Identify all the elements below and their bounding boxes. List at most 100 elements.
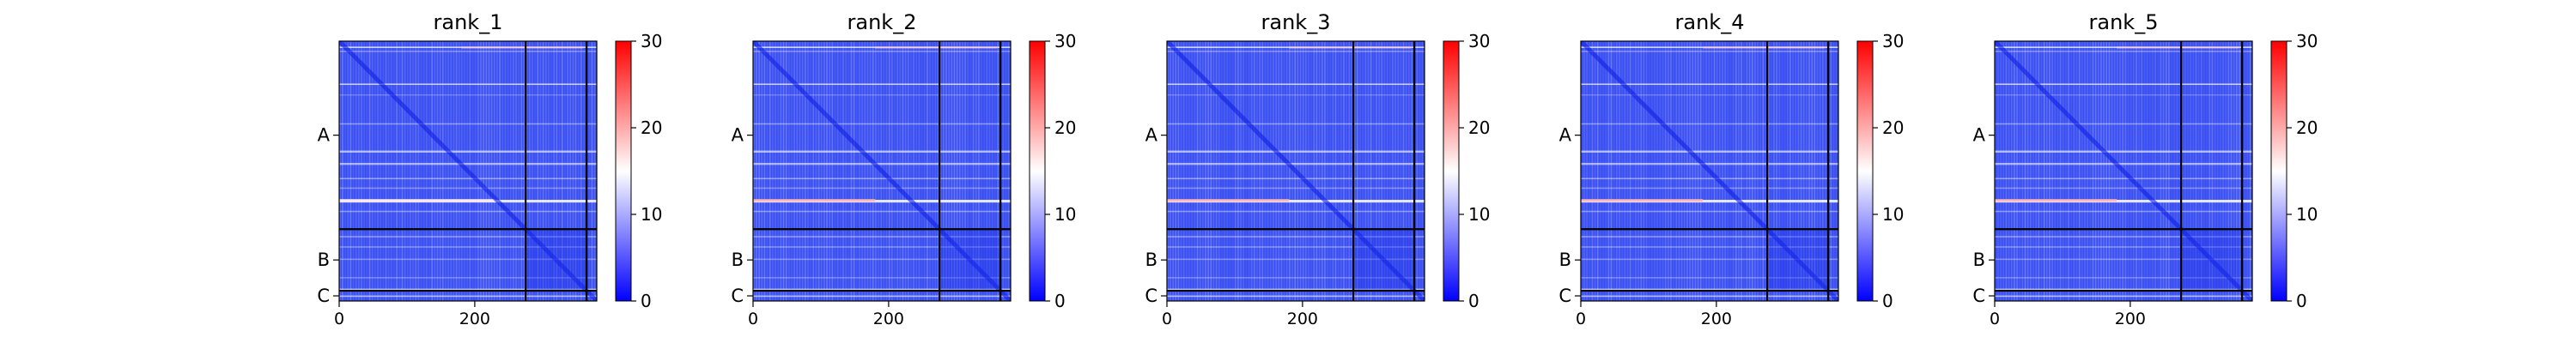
row-band xyxy=(1581,277,1838,279)
row-band xyxy=(339,258,597,261)
row-band xyxy=(339,295,597,298)
column-streak xyxy=(2087,41,2088,301)
column-streak xyxy=(431,41,433,301)
row-band xyxy=(753,246,1011,248)
column-streak xyxy=(763,41,766,301)
column-streak xyxy=(534,41,536,301)
column-streak xyxy=(1621,41,1623,301)
column-streak xyxy=(775,41,776,301)
row-band xyxy=(339,210,597,213)
row-band xyxy=(1995,277,2252,279)
column-streak xyxy=(1797,41,1800,301)
x-tick-label: 0 xyxy=(1576,310,1586,328)
column-streak xyxy=(580,41,582,301)
column-streak xyxy=(1705,41,1707,301)
column-streak xyxy=(1624,41,1626,301)
row-band xyxy=(1995,123,2252,125)
colorbar-tick-label: 30 xyxy=(1468,31,1490,51)
heatmap-4 xyxy=(1581,41,1838,301)
column-streak xyxy=(1743,41,1746,301)
column-streak xyxy=(2084,41,2086,301)
column-streak xyxy=(1724,41,1726,301)
column-streak xyxy=(561,41,563,301)
column-streak xyxy=(1226,41,1229,301)
x-tick-label: 0 xyxy=(334,310,344,328)
column-streak xyxy=(788,41,790,301)
column-streak xyxy=(1392,41,1394,301)
column-streak xyxy=(1202,41,1204,301)
column-streak xyxy=(872,41,874,301)
column-streak xyxy=(1248,41,1250,301)
column-streak xyxy=(2119,41,2121,301)
column-streak xyxy=(845,41,847,301)
chain-b-block xyxy=(939,229,1001,292)
column-streak xyxy=(904,41,907,301)
row-band xyxy=(339,162,597,165)
column-streak xyxy=(1835,41,1838,301)
row-band xyxy=(1167,277,1425,279)
column-streak xyxy=(772,41,774,301)
column-streak xyxy=(2176,41,2178,301)
column-streak xyxy=(374,41,376,301)
column-streak xyxy=(2230,41,2233,301)
column-streak xyxy=(499,41,501,301)
column-streak xyxy=(371,41,374,301)
column-streak xyxy=(943,41,945,301)
column-streak xyxy=(2160,41,2162,301)
column-streak xyxy=(2065,41,2067,301)
column-streak xyxy=(2026,41,2029,301)
row-band xyxy=(1995,210,2252,213)
column-streak xyxy=(2208,41,2211,301)
column-streak xyxy=(756,41,757,301)
column-streak xyxy=(913,41,914,301)
column-streak xyxy=(453,41,455,301)
column-streak xyxy=(420,41,422,301)
column-streak xyxy=(1997,41,1999,301)
column-streak xyxy=(2246,41,2249,301)
column-streak xyxy=(2233,41,2235,301)
column-streak xyxy=(2089,41,2092,301)
column-streak xyxy=(875,41,877,301)
column-streak xyxy=(1765,41,1767,301)
column-streak xyxy=(1196,41,1199,301)
column-streak xyxy=(2019,41,2020,301)
column-streak xyxy=(2220,41,2221,301)
column-streak xyxy=(2201,41,2202,301)
column-streak xyxy=(1397,41,1399,301)
column-streak xyxy=(1613,41,1615,301)
column-streak xyxy=(1318,41,1321,301)
column-streak xyxy=(986,41,988,301)
column-streak xyxy=(496,41,498,301)
column-streak xyxy=(1170,41,1171,301)
column-streak xyxy=(501,41,504,301)
chain-b-block xyxy=(1353,229,1415,292)
column-streak xyxy=(1727,41,1729,301)
column-streak xyxy=(1822,41,1824,301)
column-streak xyxy=(1329,41,1332,301)
row-band xyxy=(339,178,597,180)
column-streak xyxy=(2094,41,2097,301)
column-streak xyxy=(1285,41,1288,301)
column-streak xyxy=(758,41,760,301)
column-streak xyxy=(902,41,904,301)
column-streak xyxy=(2171,41,2172,301)
column-streak xyxy=(490,41,493,301)
row-band xyxy=(1167,236,1425,238)
column-streak xyxy=(2075,41,2078,301)
column-streak xyxy=(1259,41,1261,301)
column-streak xyxy=(1199,41,1201,301)
panel-title: rank_2 xyxy=(848,10,917,34)
row-band xyxy=(1581,83,1838,86)
diagonal xyxy=(753,41,1011,301)
row-band xyxy=(1581,246,1838,248)
column-streak xyxy=(1806,41,1807,301)
column-streak xyxy=(780,41,782,301)
colorbar-tick-label: 20 xyxy=(2296,117,2318,138)
column-streak xyxy=(349,41,352,301)
row-band xyxy=(1167,295,1425,298)
column-streak xyxy=(556,41,558,301)
row-band xyxy=(339,288,597,291)
